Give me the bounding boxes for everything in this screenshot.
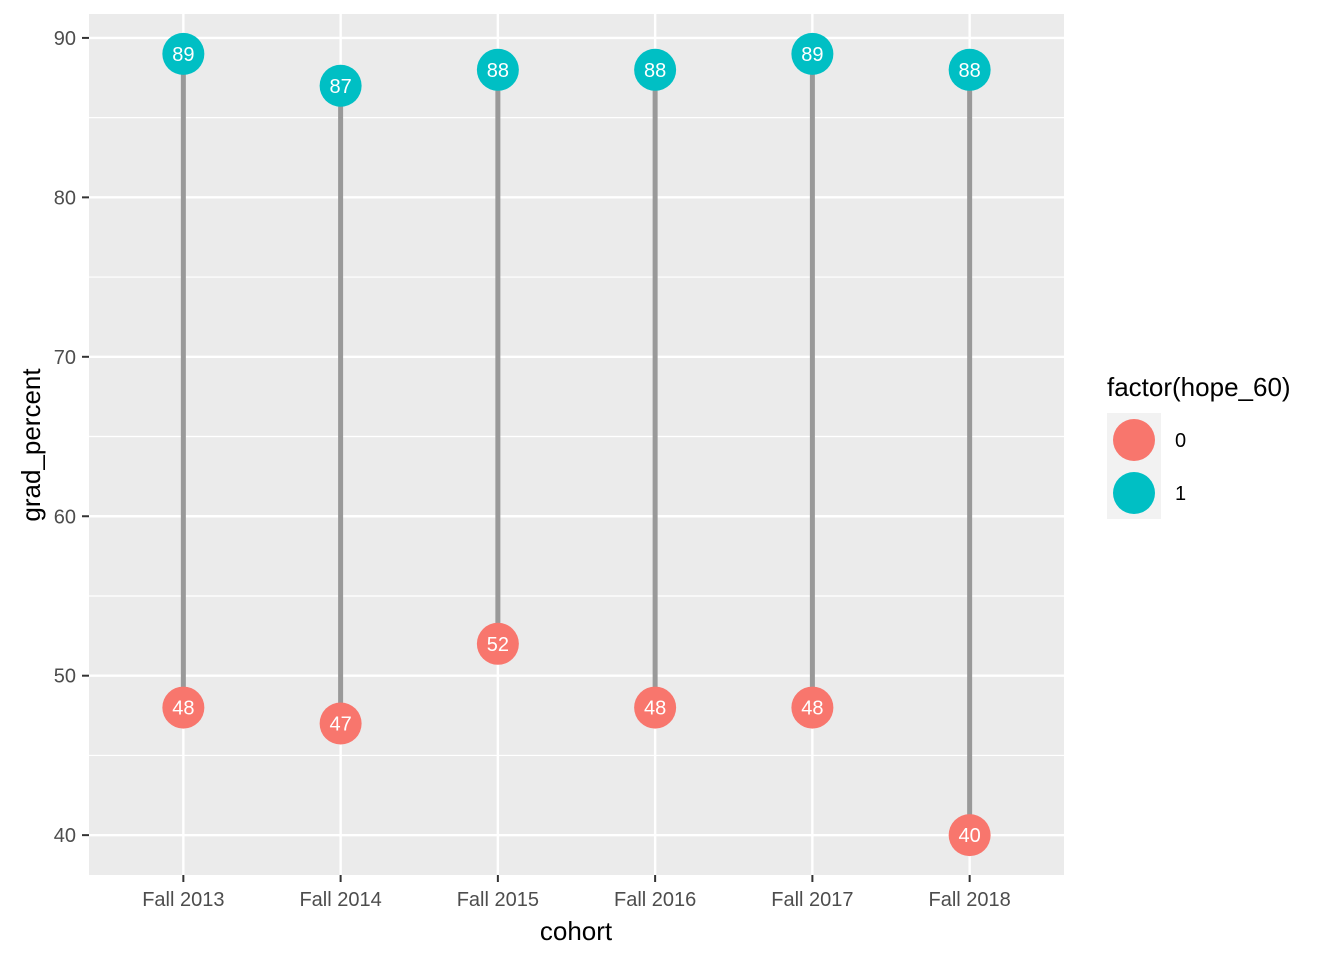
data-label: 88	[487, 60, 509, 82]
x-axis: Fall 2013 Fall 2014 Fall 2015 Fall 2016 Fall…	[142, 875, 1011, 911]
legend-key	[1113, 419, 1155, 461]
legend: factor(hope_60) 01	[1107, 372, 1291, 519]
data-label: 48	[172, 698, 194, 720]
x-tick-label: Fall 2017	[771, 889, 853, 911]
data-label: 48	[801, 698, 823, 720]
y-tick-label: 70	[54, 347, 76, 369]
data-point	[476, 48, 519, 91]
data-point	[634, 48, 677, 91]
data-point	[791, 32, 834, 75]
data-point	[319, 64, 362, 107]
data-point	[634, 686, 677, 729]
data-point	[476, 622, 519, 665]
data-label: 89	[801, 44, 823, 66]
y-tick-label: 90	[54, 28, 76, 50]
legend-title: factor(hope_60)	[1107, 372, 1291, 402]
data-point	[319, 702, 362, 745]
y-axis: 40 50 60 70 80 90	[54, 28, 89, 847]
y-tick-label: 50	[54, 666, 76, 688]
segments	[180, 53, 973, 836]
legend-label: 1	[1175, 483, 1186, 505]
grid-minor	[89, 117, 1064, 757]
data-label: 87	[329, 76, 351, 98]
data-point	[948, 814, 991, 857]
data-label: 52	[487, 634, 509, 656]
data-label: 88	[959, 60, 981, 82]
data-point	[791, 686, 834, 729]
legend-items: 01	[1113, 419, 1186, 514]
data-point	[162, 32, 205, 75]
x-tick-label: Fall 2015	[457, 889, 539, 911]
y-tick-label: 60	[54, 506, 76, 528]
points: 48 47 52 48 48 40 89 87 88 88 89 88	[162, 32, 991, 857]
legend-label: 0	[1175, 430, 1186, 452]
x-axis-title: cohort	[540, 916, 613, 946]
x-tick-label: Fall 2016	[614, 889, 696, 911]
plot-panel	[89, 14, 1064, 875]
y-axis-title: grad_percent	[16, 368, 46, 522]
x-tick-label: Fall 2013	[142, 889, 224, 911]
data-point	[162, 686, 205, 729]
x-tick-label: Fall 2018	[929, 889, 1011, 911]
data-label: 40	[959, 825, 981, 847]
data-label: 89	[172, 44, 194, 66]
y-tick-label: 40	[54, 825, 76, 847]
legend-key	[1113, 472, 1155, 514]
x-tick-label: Fall 2014	[299, 889, 381, 911]
data-label: 47	[329, 714, 351, 736]
data-point	[948, 48, 991, 91]
data-label: 88	[644, 60, 666, 82]
data-label: 48	[644, 698, 666, 720]
y-tick-label: 80	[54, 187, 76, 209]
